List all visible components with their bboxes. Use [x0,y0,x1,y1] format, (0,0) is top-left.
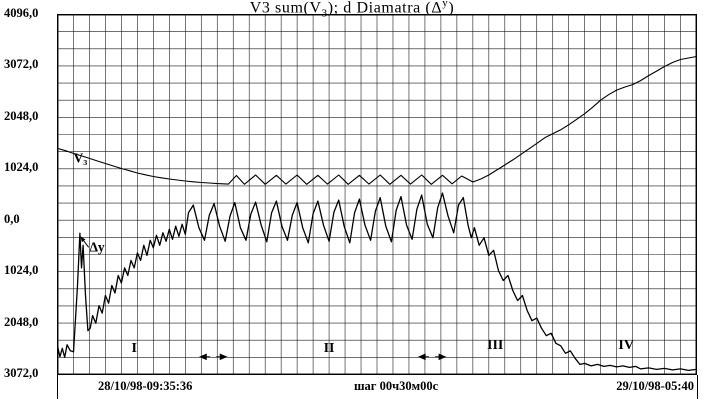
grid-lines [57,14,697,375]
v3-curve-label: V₃ [73,150,87,165]
chart-title: V3 sum(V3); d Diamatra (Δу) [0,0,704,20]
y-tick-label: 2048,0 [4,314,39,329]
y-tick-label: 1024,0 [4,263,39,278]
title-text-3: ) [448,0,455,17]
x-axis-strip: 28/10/98-09:35:36 шаг 00ч30м00с 29/10/98… [57,375,698,399]
v3-curve [57,55,697,185]
dy-curve [57,192,697,372]
y-tick-label: 0,0 [4,211,20,226]
x-axis-start-label: 28/10/98-09:35:36 [98,379,193,393]
x-axis-end-label: 29/10/98-05:40 [616,379,694,393]
boundary-marker-1 [198,353,228,361]
y-tick-label: 4096,0 [4,6,39,20]
region-label-iii: III [487,338,503,353]
dy-curve-label: Δу [89,239,104,254]
boundary-marker-2 [417,353,447,361]
region-label-iv: IV [618,338,634,353]
title-text-2: ); d Diamatra (Δ [327,0,443,17]
title-superscript: у [442,0,449,9]
y-tick-label: 3072,0 [4,366,39,380]
region-label-ii: II [324,341,335,356]
title-subscript: 3 [321,7,328,20]
x-axis-step-label: шаг 00ч30м00с [354,379,439,393]
y-tick-label: 3072,0 [4,57,39,72]
title-text-1: V3 sum(V [249,0,322,17]
y-tick-label: 1024,0 [4,160,39,175]
region-label-i: I [131,341,136,356]
curve-label-arrowhead [80,236,86,243]
plot-frame [57,14,697,375]
y-tick-label: 2048,0 [4,108,39,123]
